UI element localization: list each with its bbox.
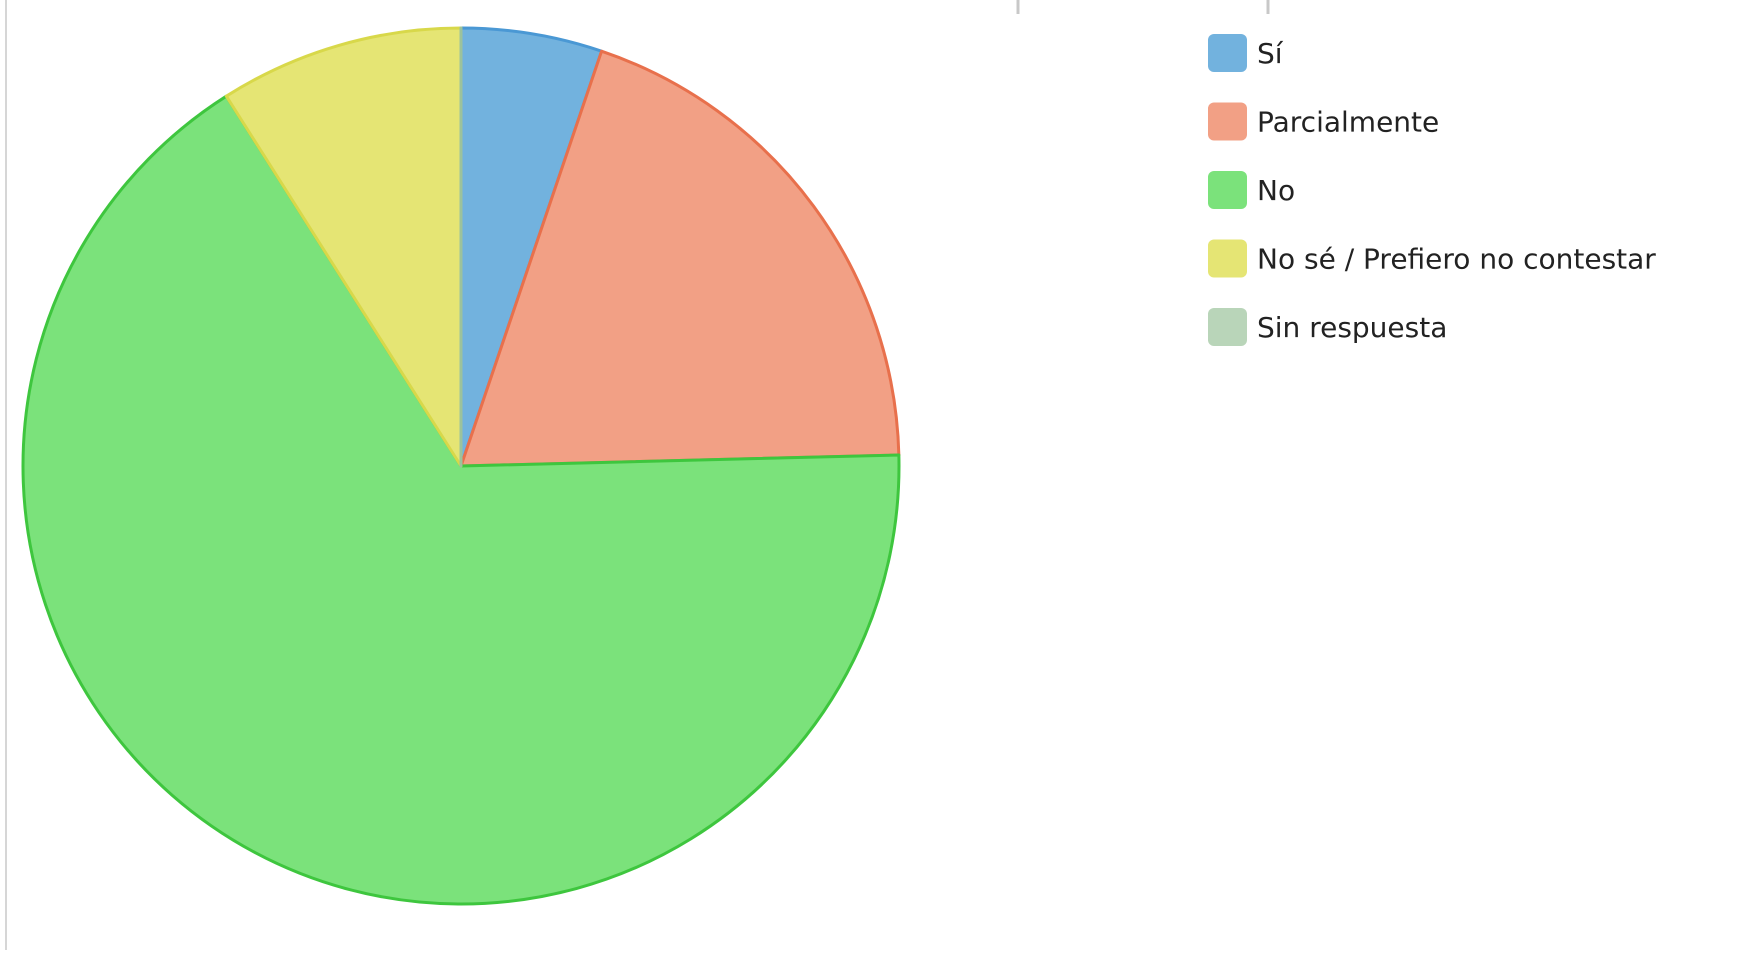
legend-label: Parcialmente — [1257, 106, 1439, 139]
legend-swatch — [1208, 171, 1247, 209]
legend-label: Sí — [1257, 37, 1284, 70]
legend-label: No — [1257, 174, 1295, 207]
pie-slice — [459, 49, 901, 468]
legend-swatch — [1208, 102, 1247, 141]
legend-label: No sé / Prefiero no contestar — [1257, 243, 1656, 276]
legend-swatch — [1208, 239, 1247, 278]
pie-slice — [224, 26, 463, 468]
legend-label: Sin respuesta — [1257, 311, 1447, 344]
legend-swatch — [1208, 308, 1247, 346]
pie-slice — [459, 26, 604, 468]
legend-swatch — [1208, 34, 1247, 72]
pie-slice — [21, 94, 901, 906]
